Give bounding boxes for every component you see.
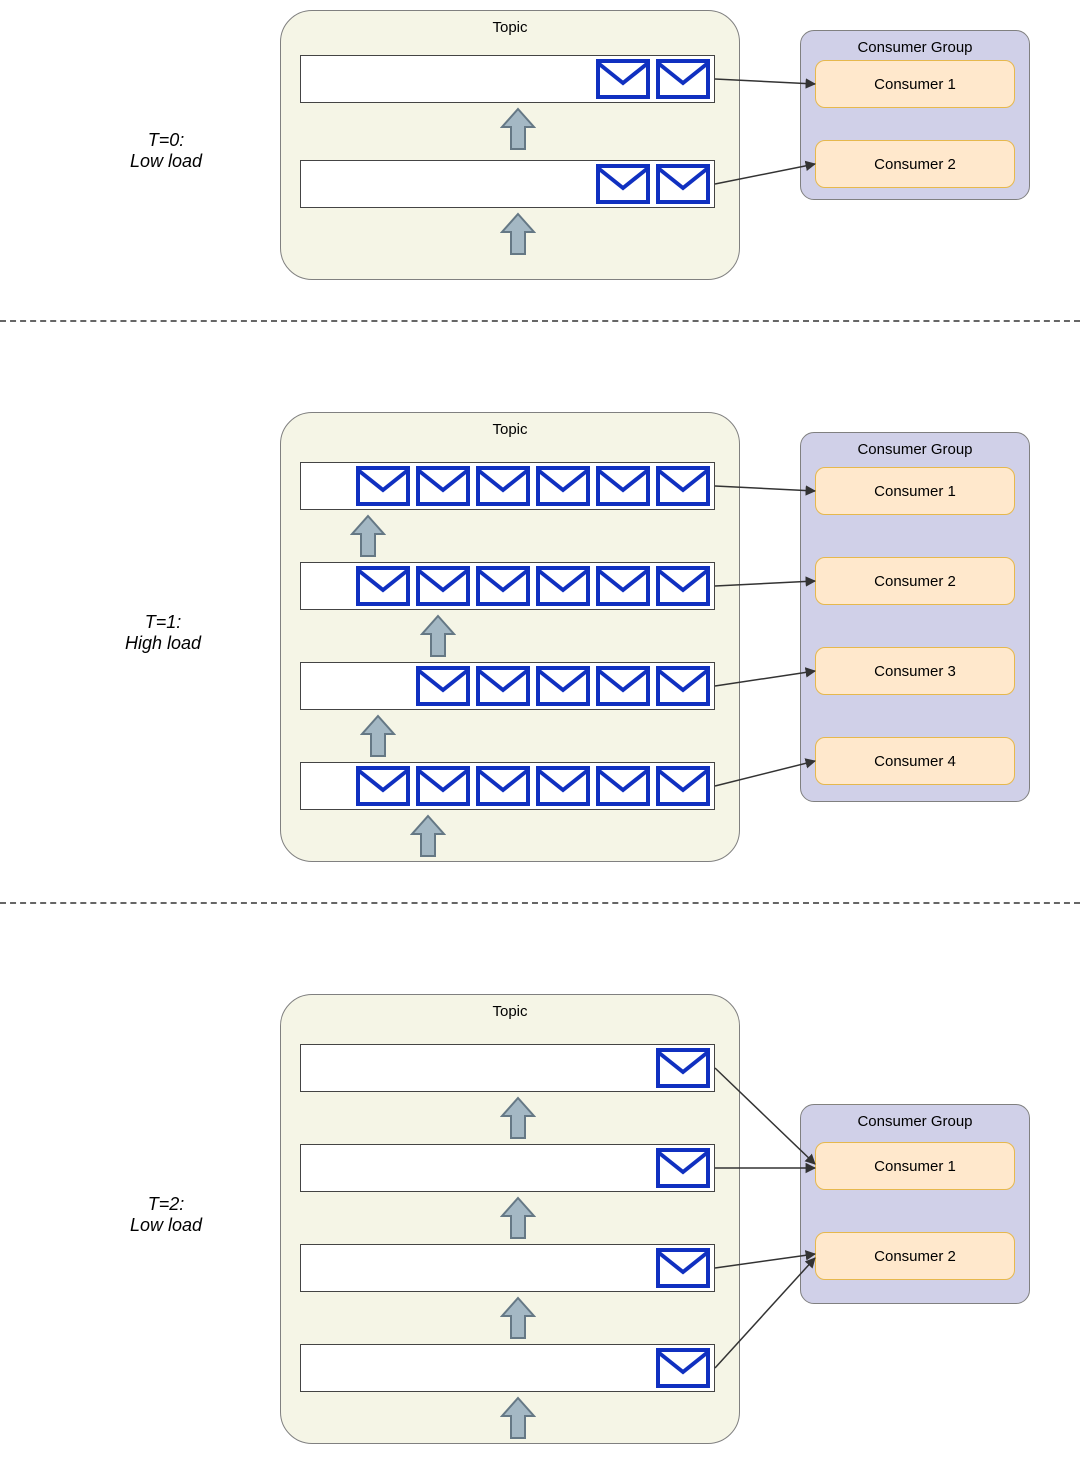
envelope-icon xyxy=(476,766,530,806)
partition xyxy=(300,662,715,710)
envelope-icon xyxy=(656,1348,710,1388)
consumer-node: Consumer 2 xyxy=(815,140,1015,188)
consumer-group-title: Consumer Group xyxy=(801,441,1029,458)
consumer-node: Consumer 2 xyxy=(815,1232,1015,1280)
envelope-icon xyxy=(476,566,530,606)
partition xyxy=(300,562,715,610)
producer-arrow-icon xyxy=(500,1396,536,1440)
consumer-group-title: Consumer Group xyxy=(801,39,1029,56)
stage-t2: T=2: Low load Topic Consumer Group Consume… xyxy=(0,964,1080,1484)
envelope-icon xyxy=(596,164,650,204)
envelope-icon xyxy=(536,566,590,606)
envelope-icon xyxy=(416,666,470,706)
envelope-icon xyxy=(416,766,470,806)
stage-t1: T=1: High load Topic Consumer Group xyxy=(0,382,1080,902)
envelope-icon xyxy=(476,666,530,706)
envelope-icon xyxy=(656,466,710,506)
envelope-icon xyxy=(596,666,650,706)
envelope-icon xyxy=(596,566,650,606)
stage-caption: T=2: Low load xyxy=(130,1194,202,1236)
partition xyxy=(300,1244,715,1292)
envelope-icon xyxy=(656,1148,710,1188)
stage-caption: T=1: High load xyxy=(125,612,201,654)
partition xyxy=(300,1044,715,1092)
consumer-node: Consumer 1 xyxy=(815,1142,1015,1190)
producer-arrow-icon xyxy=(360,714,396,758)
stage-t0: T=0: Low load Topic Consumer Group Consume… xyxy=(0,0,1080,320)
producer-arrow-icon xyxy=(420,614,456,658)
partition xyxy=(300,160,715,208)
envelope-icon xyxy=(356,566,410,606)
envelope-icon xyxy=(656,59,710,99)
envelope-icon xyxy=(656,1048,710,1088)
envelope-icon xyxy=(656,666,710,706)
consumer-group-title: Consumer Group xyxy=(801,1113,1029,1130)
producer-arrow-icon xyxy=(500,1196,536,1240)
envelope-icon xyxy=(656,1248,710,1288)
envelope-icon xyxy=(536,666,590,706)
envelope-icon xyxy=(656,164,710,204)
producer-arrow-icon xyxy=(500,212,536,256)
topic-title: Topic xyxy=(281,1003,739,1020)
envelope-icon xyxy=(356,466,410,506)
consumer-node: Consumer 1 xyxy=(815,467,1015,515)
envelope-icon xyxy=(356,766,410,806)
envelope-icon xyxy=(416,566,470,606)
envelope-icon xyxy=(476,466,530,506)
envelope-icon xyxy=(416,466,470,506)
envelope-icon xyxy=(596,766,650,806)
partition xyxy=(300,55,715,103)
consumer-node: Consumer 3 xyxy=(815,647,1015,695)
envelope-icon xyxy=(596,59,650,99)
envelope-icon xyxy=(596,466,650,506)
consumer-node: Consumer 4 xyxy=(815,737,1015,785)
envelope-icon xyxy=(656,566,710,606)
producer-arrow-icon xyxy=(410,814,446,858)
topic-title: Topic xyxy=(281,421,739,438)
consumer-node: Consumer 2 xyxy=(815,557,1015,605)
envelope-icon xyxy=(656,766,710,806)
producer-arrow-icon xyxy=(500,1096,536,1140)
partition xyxy=(300,1344,715,1392)
partition xyxy=(300,762,715,810)
partition xyxy=(300,462,715,510)
envelope-icon xyxy=(536,466,590,506)
stage-caption: T=0: Low load xyxy=(130,130,202,172)
partition xyxy=(300,1144,715,1192)
producer-arrow-icon xyxy=(500,107,536,151)
envelope-icon xyxy=(536,766,590,806)
producer-arrow-icon xyxy=(350,514,386,558)
topic-title: Topic xyxy=(281,19,739,36)
producer-arrow-icon xyxy=(500,1296,536,1340)
consumer-node: Consumer 1 xyxy=(815,60,1015,108)
